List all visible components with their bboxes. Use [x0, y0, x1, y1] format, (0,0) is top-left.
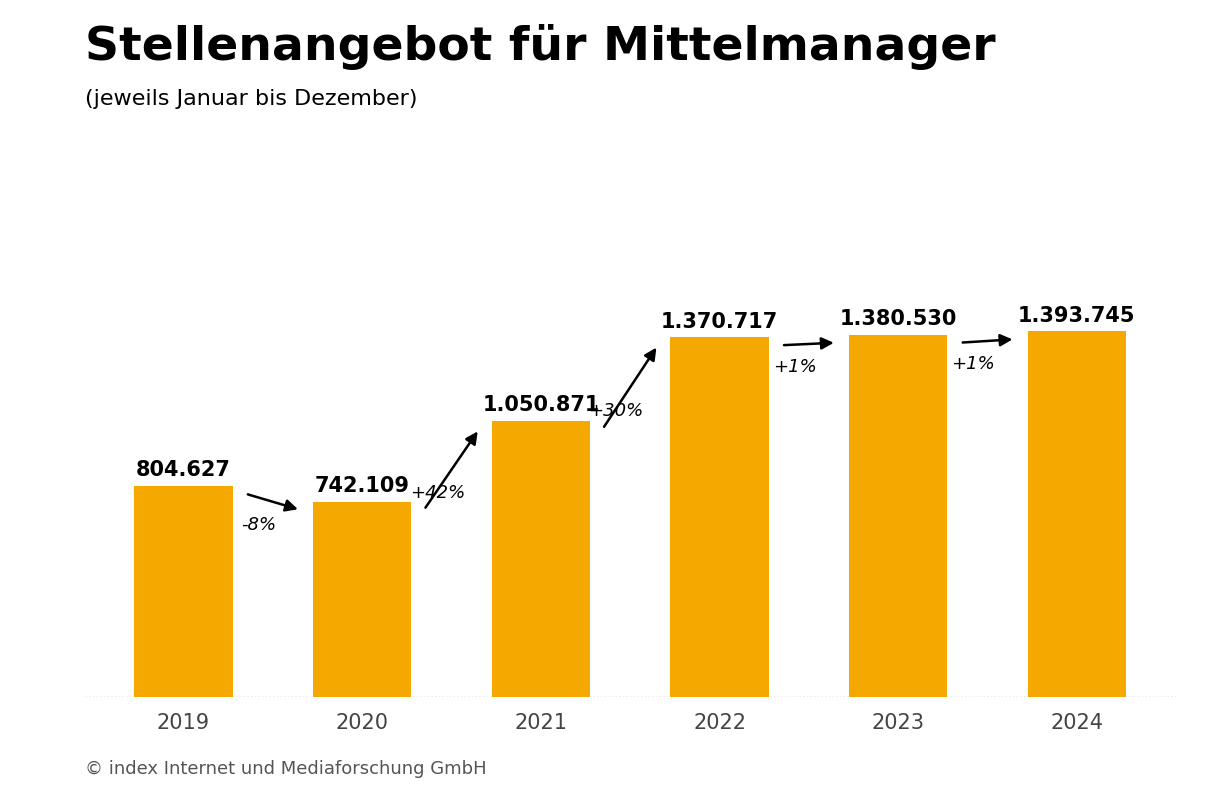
Text: +1%: +1% — [951, 356, 995, 373]
Bar — [1028, 331, 1126, 697]
Text: © index Internet und Mediaforschung GmbH: © index Internet und Mediaforschung GmbH — [85, 760, 486, 778]
Text: 804.627: 804.627 — [136, 460, 231, 480]
Text: 1.393.745: 1.393.745 — [1018, 305, 1136, 326]
Bar — [670, 338, 768, 697]
Text: Stellenangebot für Mittelmanager: Stellenangebot für Mittelmanager — [85, 24, 995, 70]
Text: 1.380.530: 1.380.530 — [840, 309, 957, 329]
Text: 1.050.871: 1.050.871 — [482, 395, 600, 416]
Bar — [492, 421, 590, 697]
Bar — [135, 486, 233, 697]
Bar — [313, 502, 411, 697]
Text: 1.370.717: 1.370.717 — [661, 312, 778, 331]
Text: +1%: +1% — [773, 358, 817, 377]
Text: -8%: -8% — [241, 516, 276, 535]
Text: 742.109: 742.109 — [315, 476, 410, 497]
Text: (jeweils Januar bis Dezember): (jeweils Januar bis Dezember) — [85, 89, 417, 109]
Text: +30%: +30% — [588, 402, 644, 420]
Text: +42%: +42% — [410, 484, 465, 502]
Bar — [850, 335, 948, 697]
